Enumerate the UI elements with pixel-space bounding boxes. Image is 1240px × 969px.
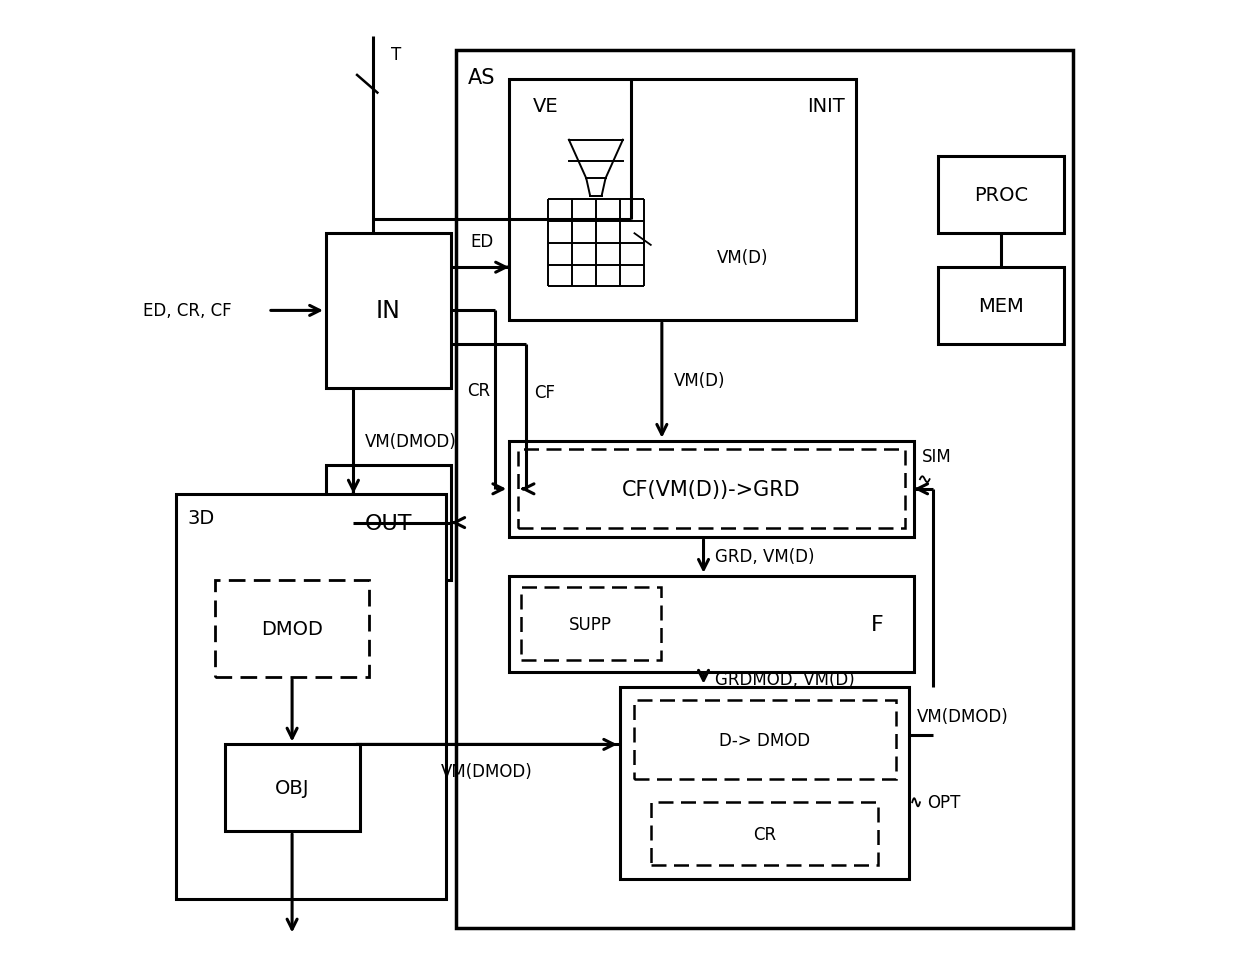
Text: VM(DMOD): VM(DMOD) <box>918 707 1009 726</box>
Text: CR: CR <box>466 382 490 399</box>
FancyBboxPatch shape <box>176 494 446 899</box>
Text: VM(DMOD): VM(DMOD) <box>365 432 456 451</box>
Text: F: F <box>872 614 884 634</box>
Text: CF: CF <box>534 384 556 402</box>
FancyBboxPatch shape <box>939 157 1064 234</box>
Text: SIM: SIM <box>921 448 951 465</box>
FancyBboxPatch shape <box>510 576 914 672</box>
Text: PROC: PROC <box>973 186 1028 205</box>
Text: VE: VE <box>533 97 559 116</box>
Text: MEM: MEM <box>978 297 1024 316</box>
Text: GRDMOD, VM(D): GRDMOD, VM(D) <box>715 671 854 689</box>
FancyBboxPatch shape <box>326 465 451 580</box>
FancyBboxPatch shape <box>620 687 909 880</box>
Text: INIT: INIT <box>807 97 844 116</box>
Text: CR: CR <box>753 825 776 843</box>
Text: ED: ED <box>470 233 494 251</box>
Text: VM(D): VM(D) <box>717 249 768 267</box>
FancyBboxPatch shape <box>215 580 370 677</box>
Text: OBJ: OBJ <box>275 778 309 797</box>
Text: 3D: 3D <box>188 509 216 527</box>
FancyBboxPatch shape <box>634 701 895 779</box>
Text: D-> DMOD: D-> DMOD <box>719 731 810 749</box>
Text: OUT: OUT <box>365 513 412 533</box>
Text: GRD, VM(D): GRD, VM(D) <box>715 547 815 566</box>
Text: IN: IN <box>376 299 401 323</box>
FancyBboxPatch shape <box>939 267 1064 345</box>
Text: VM(D): VM(D) <box>673 372 725 390</box>
FancyBboxPatch shape <box>326 234 451 389</box>
FancyBboxPatch shape <box>224 744 360 831</box>
FancyBboxPatch shape <box>521 587 661 661</box>
FancyBboxPatch shape <box>518 450 905 529</box>
Text: VM(DMOD): VM(DMOD) <box>441 762 533 780</box>
FancyBboxPatch shape <box>651 802 878 865</box>
Text: ED, CR, CF: ED, CR, CF <box>143 302 231 320</box>
FancyBboxPatch shape <box>510 441 914 538</box>
Text: SUPP: SUPP <box>569 615 613 633</box>
FancyBboxPatch shape <box>456 51 1074 927</box>
Text: DMOD: DMOD <box>262 619 324 639</box>
Text: CF(VM(D))->GRD: CF(VM(D))->GRD <box>622 480 801 499</box>
Text: AS: AS <box>467 68 495 88</box>
FancyBboxPatch shape <box>510 79 857 321</box>
Text: T: T <box>391 47 401 64</box>
Text: OPT: OPT <box>926 794 960 811</box>
